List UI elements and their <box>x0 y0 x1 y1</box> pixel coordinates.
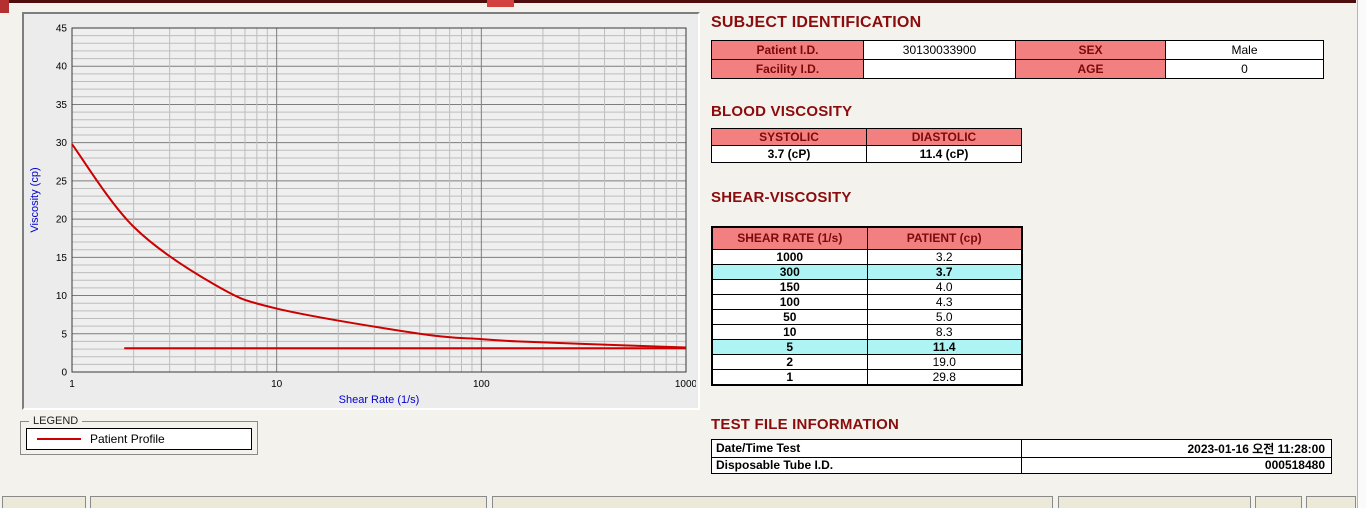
patient-viscosity-cell: 11.4 <box>866 338 1023 355</box>
shear-rate-cell: 1 <box>711 368 868 385</box>
svg-text:20: 20 <box>56 215 68 226</box>
svg-text:15: 15 <box>56 253 68 264</box>
shear-rate-cell: 300 <box>711 263 868 280</box>
shear-viscosity-heading: SHEAR-VISCOSITY <box>711 189 852 206</box>
table-row-highlighted: 300 3.7 <box>711 263 1023 280</box>
bottom-panel[interactable] <box>1255 496 1302 508</box>
svg-text:40: 40 <box>56 62 68 73</box>
table-row: 1000 3.2 <box>711 248 1023 265</box>
svg-text:10: 10 <box>56 291 68 302</box>
blood-viscosity-table: SYSTOLIC DIASTOLIC 3.7 (cP) 11.4 (cP) <box>711 128 1022 163</box>
table-row: Disposable Tube I.D. 000518480 <box>711 456 1332 474</box>
table-header-row: SHEAR RATE (1/s) PATIENT (cp) <box>711 226 1023 250</box>
table-row: 10 8.3 <box>711 323 1023 340</box>
blood-viscosity-heading: BLOOD VISCOSITY <box>711 103 853 120</box>
legend-entry-label: Patient Profile <box>90 432 165 446</box>
sex-value: Male <box>1165 40 1324 60</box>
shear-rate-cell: 5 <box>711 338 868 355</box>
table-row: 2 19.0 <box>711 353 1023 370</box>
age-value: 0 <box>1165 59 1324 79</box>
facility-id-value <box>863 59 1016 79</box>
patient-viscosity-cell: 19.0 <box>866 353 1023 370</box>
table-row: Date/Time Test 2023-01-16 오전 11:28:00 <box>711 438 1332 458</box>
diastolic-value: 11.4 (cP) <box>866 145 1022 163</box>
svg-text:45: 45 <box>56 24 68 35</box>
date-time-test-value: 2023-01-16 오전 11:28:00 <box>1021 438 1332 458</box>
table-row: 150 4.0 <box>711 278 1023 295</box>
patient-id-label: Patient I.D. <box>711 40 864 60</box>
right-edge-strip <box>1357 0 1366 508</box>
patient-id-value: 30130033900 <box>863 40 1016 60</box>
facility-id-label: Facility I.D. <box>711 59 864 79</box>
shear-rate-cell: 150 <box>711 278 868 295</box>
legend-title: LEGEND <box>29 415 83 427</box>
sex-label: SEX <box>1015 40 1166 60</box>
table-row: 1 29.8 <box>711 368 1023 385</box>
bottom-panel[interactable] <box>1306 496 1356 508</box>
shear-rate-cell: 1000 <box>711 248 868 265</box>
svg-text:30: 30 <box>56 138 68 149</box>
patient-viscosity-cell: 3.2 <box>866 248 1023 265</box>
top-left-red-marker <box>0 0 9 13</box>
patient-viscosity-cell: 5.0 <box>866 308 1023 325</box>
patient-viscosity-cell: 3.7 <box>866 263 1023 280</box>
shear-rate-cell: 2 <box>711 353 868 370</box>
patient-profile-line-swatch <box>37 438 81 440</box>
svg-text:0: 0 <box>61 368 67 379</box>
patient-viscosity-cell: 4.3 <box>866 293 1023 310</box>
window-top-border <box>0 0 1356 3</box>
report-panel: SUBJECT IDENTIFICATION Patient I.D. 3013… <box>711 10 1333 474</box>
bottom-panel[interactable] <box>90 496 487 508</box>
svg-text:10: 10 <box>271 379 283 390</box>
diastolic-header: DIASTOLIC <box>866 128 1022 146</box>
svg-text:25: 25 <box>56 176 68 187</box>
shear-rate-cell: 10 <box>711 323 868 340</box>
shear-viscosity-chart: 0 5 10 15 20 25 30 35 40 45 1 10 100 1000 Shear Rate (… <box>29 24 698 407</box>
table-row: Facility I.D. AGE 0 <box>711 59 1324 79</box>
test-file-information-table: Date/Time Test 2023-01-16 오전 11:28:00 Di… <box>711 438 1332 474</box>
bottom-panel[interactable] <box>1058 496 1251 508</box>
shear-rate-cell: 100 <box>711 293 868 310</box>
top-red-marker <box>487 0 514 7</box>
shear-rate-cell: 50 <box>711 308 868 325</box>
patient-viscosity-cell: 4.0 <box>866 278 1023 295</box>
table-row: 3.7 (cP) 11.4 (cP) <box>711 145 1022 163</box>
shear-rate-column-header: SHEAR RATE (1/s) <box>711 226 868 250</box>
table-row: SYSTOLIC DIASTOLIC <box>711 128 1022 146</box>
subject-identification-heading: SUBJECT IDENTIFICATION <box>711 14 922 31</box>
svg-text:1000: 1000 <box>675 379 696 390</box>
bottom-panel[interactable] <box>2 496 86 508</box>
legend-box: LEGEND Patient Profile <box>20 415 258 455</box>
svg-text:1: 1 <box>69 379 75 390</box>
test-file-information-heading: TEST FILE INFORMATION <box>711 415 900 433</box>
svg-text:Viscosity (cp): Viscosity (cp) <box>29 167 41 232</box>
date-time-test-label: Date/Time Test <box>711 438 1022 458</box>
disposable-tube-id-value: 000518480 <box>1021 456 1332 474</box>
patient-column-header: PATIENT (cp) <box>866 226 1023 250</box>
svg-text:5: 5 <box>61 329 67 340</box>
svg-text:35: 35 <box>56 100 68 111</box>
age-label: AGE <box>1015 59 1166 79</box>
patient-viscosity-cell: 8.3 <box>866 323 1023 340</box>
disposable-tube-id-label: Disposable Tube I.D. <box>711 456 1022 474</box>
subject-identification-table: Patient I.D. 30130033900 SEX Male Facili… <box>711 40 1324 79</box>
systolic-header: SYSTOLIC <box>711 128 867 146</box>
svg-text:100: 100 <box>473 379 490 390</box>
systolic-value: 3.7 (cP) <box>711 145 867 163</box>
svg-text:Shear Rate (1/s): Shear Rate (1/s) <box>339 394 420 406</box>
viscosity-chart-panel: 0 5 10 15 20 25 30 35 40 45 1 10 100 1000 Shear Rate (… <box>22 12 700 410</box>
bottom-panel[interactable] <box>492 496 1053 508</box>
table-row: 100 4.3 <box>711 293 1023 310</box>
table-row: 50 5.0 <box>711 308 1023 325</box>
table-row-highlighted: 5 11.4 <box>711 338 1023 355</box>
table-row: Patient I.D. 30130033900 SEX Male <box>711 40 1324 60</box>
patient-viscosity-cell: 29.8 <box>866 368 1023 385</box>
legend-entry: Patient Profile <box>26 428 252 450</box>
shear-viscosity-table: SHEAR RATE (1/s) PATIENT (cp) 1000 3.2 3… <box>711 226 1023 386</box>
